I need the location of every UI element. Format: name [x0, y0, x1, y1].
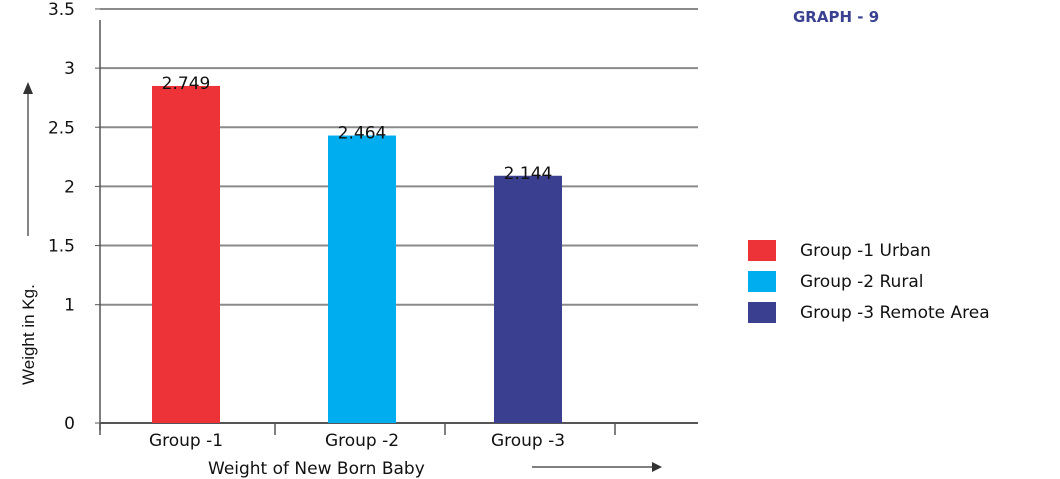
y-axis-title: Weight in Kg. [19, 284, 38, 385]
y-tick-label: 2 [64, 177, 75, 197]
x-axis-arrow-icon [532, 462, 662, 472]
legend-swatch-3 [748, 302, 776, 323]
x-axis-title: Weight of New Born Baby [208, 459, 425, 479]
bar-2 [328, 135, 396, 423]
legend-label-3: Group -3 Remote Area [800, 303, 990, 323]
bar-1 [152, 85, 220, 423]
y-tick-label: 2.5 [48, 118, 75, 138]
category-label-3: Group -3 [491, 431, 565, 451]
y-tick-label: 3.5 [48, 0, 75, 20]
bars [152, 85, 562, 423]
y-axis-arrow-icon [23, 82, 33, 236]
category-label-1: Group -1 [149, 431, 223, 451]
category-label-2: Group -2 [325, 431, 399, 451]
legend-label-2: Group -2 Rural [800, 272, 923, 292]
legend-swatch-2 [748, 271, 776, 292]
category-labels: Group -1 Group -2 Group -3 [149, 431, 565, 451]
bar-3 [494, 175, 562, 423]
data-label-2: 2.464 [338, 124, 387, 144]
y-tick-label: 0 [64, 414, 75, 434]
data-label-3: 2.144 [504, 164, 553, 184]
y-tick-labels: 0 1 1.5 2 2.5 3 3.5 [48, 0, 100, 434]
legend: Group -1 Urban Group -2 Rural Group -3 Rem… [748, 240, 990, 323]
x-axis-separators [99, 423, 616, 435]
y-tick-label: 1.5 [48, 237, 75, 257]
legend-label-1: Group -1 Urban [800, 241, 931, 261]
legend-swatch-1 [748, 240, 776, 261]
y-tick-label: 1 [64, 296, 75, 316]
data-label-1: 2.749 [162, 74, 211, 94]
graph-title: GRAPH - 9 [793, 8, 879, 26]
data-labels: 2.749 2.464 2.144 [162, 74, 553, 184]
y-tick-label: 3 [64, 59, 75, 79]
